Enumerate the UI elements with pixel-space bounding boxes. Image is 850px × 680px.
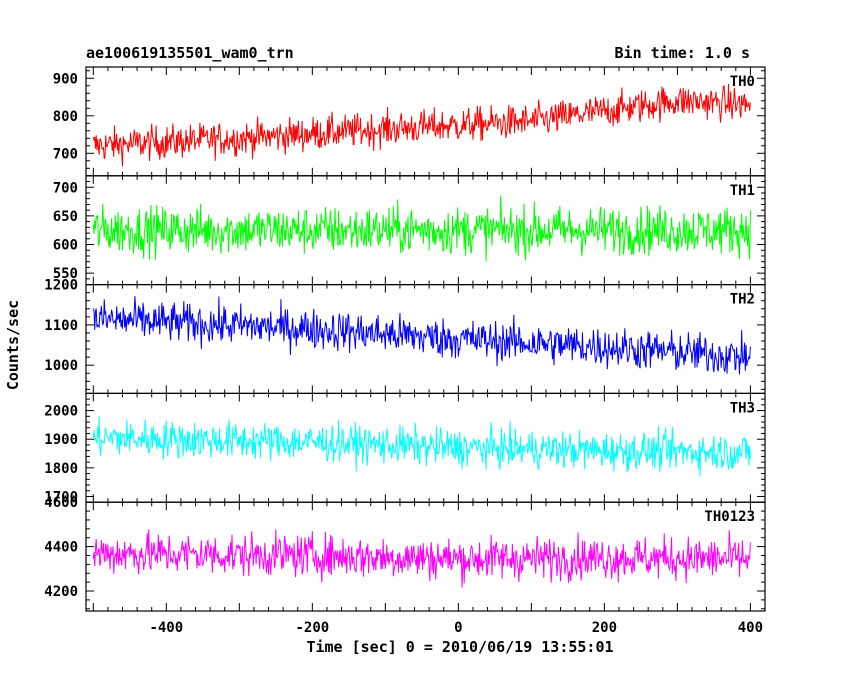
- y-tick-label: 550: [53, 266, 78, 282]
- y-tick-label: 4400: [44, 540, 78, 556]
- y-tick-label: 1000: [44, 358, 78, 374]
- y-tick-label: 900: [53, 71, 78, 87]
- y-tick-label: 600: [53, 238, 78, 254]
- x-tick-label: -200: [295, 620, 329, 636]
- x-tick-label: 0: [454, 620, 462, 636]
- series-line-th3: [92, 416, 751, 477]
- series-line-th0123: [92, 529, 751, 588]
- y-tick-label: 1700: [44, 489, 78, 505]
- bin-time-label: Bin time: 1.0 s: [614, 44, 750, 62]
- y-tick-label: 1200: [44, 278, 78, 294]
- panel-frame-th0123: [85, 501, 766, 612]
- panel-label-th3: TH3: [730, 400, 755, 416]
- y-axis-label: Counts/sec: [4, 299, 22, 391]
- y-tick-label: 650: [53, 209, 78, 225]
- panel-label-th2: TH2: [730, 292, 755, 308]
- y-tick-label: 2000: [44, 404, 78, 420]
- y-tick-label: 1100: [44, 318, 78, 334]
- x-tick-label: -400: [149, 620, 183, 636]
- x-axis-label: Time [sec] 0 = 2010/06/19 13:55:01: [306, 638, 614, 656]
- chart-title: ae100619135501_wam0_trn: [86, 44, 294, 62]
- panel-label-th1: TH1: [730, 183, 755, 199]
- y-tick-label: 4200: [44, 584, 78, 600]
- y-tick-label: 4600: [44, 495, 78, 511]
- x-tick-label: 200: [592, 620, 617, 636]
- y-tick-label: 700: [53, 180, 78, 196]
- x-tick-label: 400: [738, 620, 763, 636]
- panel-label-th0123: TH0123: [704, 509, 755, 525]
- series-line-th0: [92, 84, 751, 167]
- series-line-th1: [92, 195, 751, 262]
- y-tick-label: 1900: [44, 432, 78, 448]
- y-tick-label: 1800: [44, 461, 78, 477]
- panel-frame-th0: [85, 66, 766, 177]
- series-line-th2: [92, 296, 751, 375]
- panel-label-th0: TH0: [730, 74, 755, 90]
- y-tick-label: 700: [53, 146, 78, 162]
- y-tick-label: 800: [53, 109, 78, 125]
